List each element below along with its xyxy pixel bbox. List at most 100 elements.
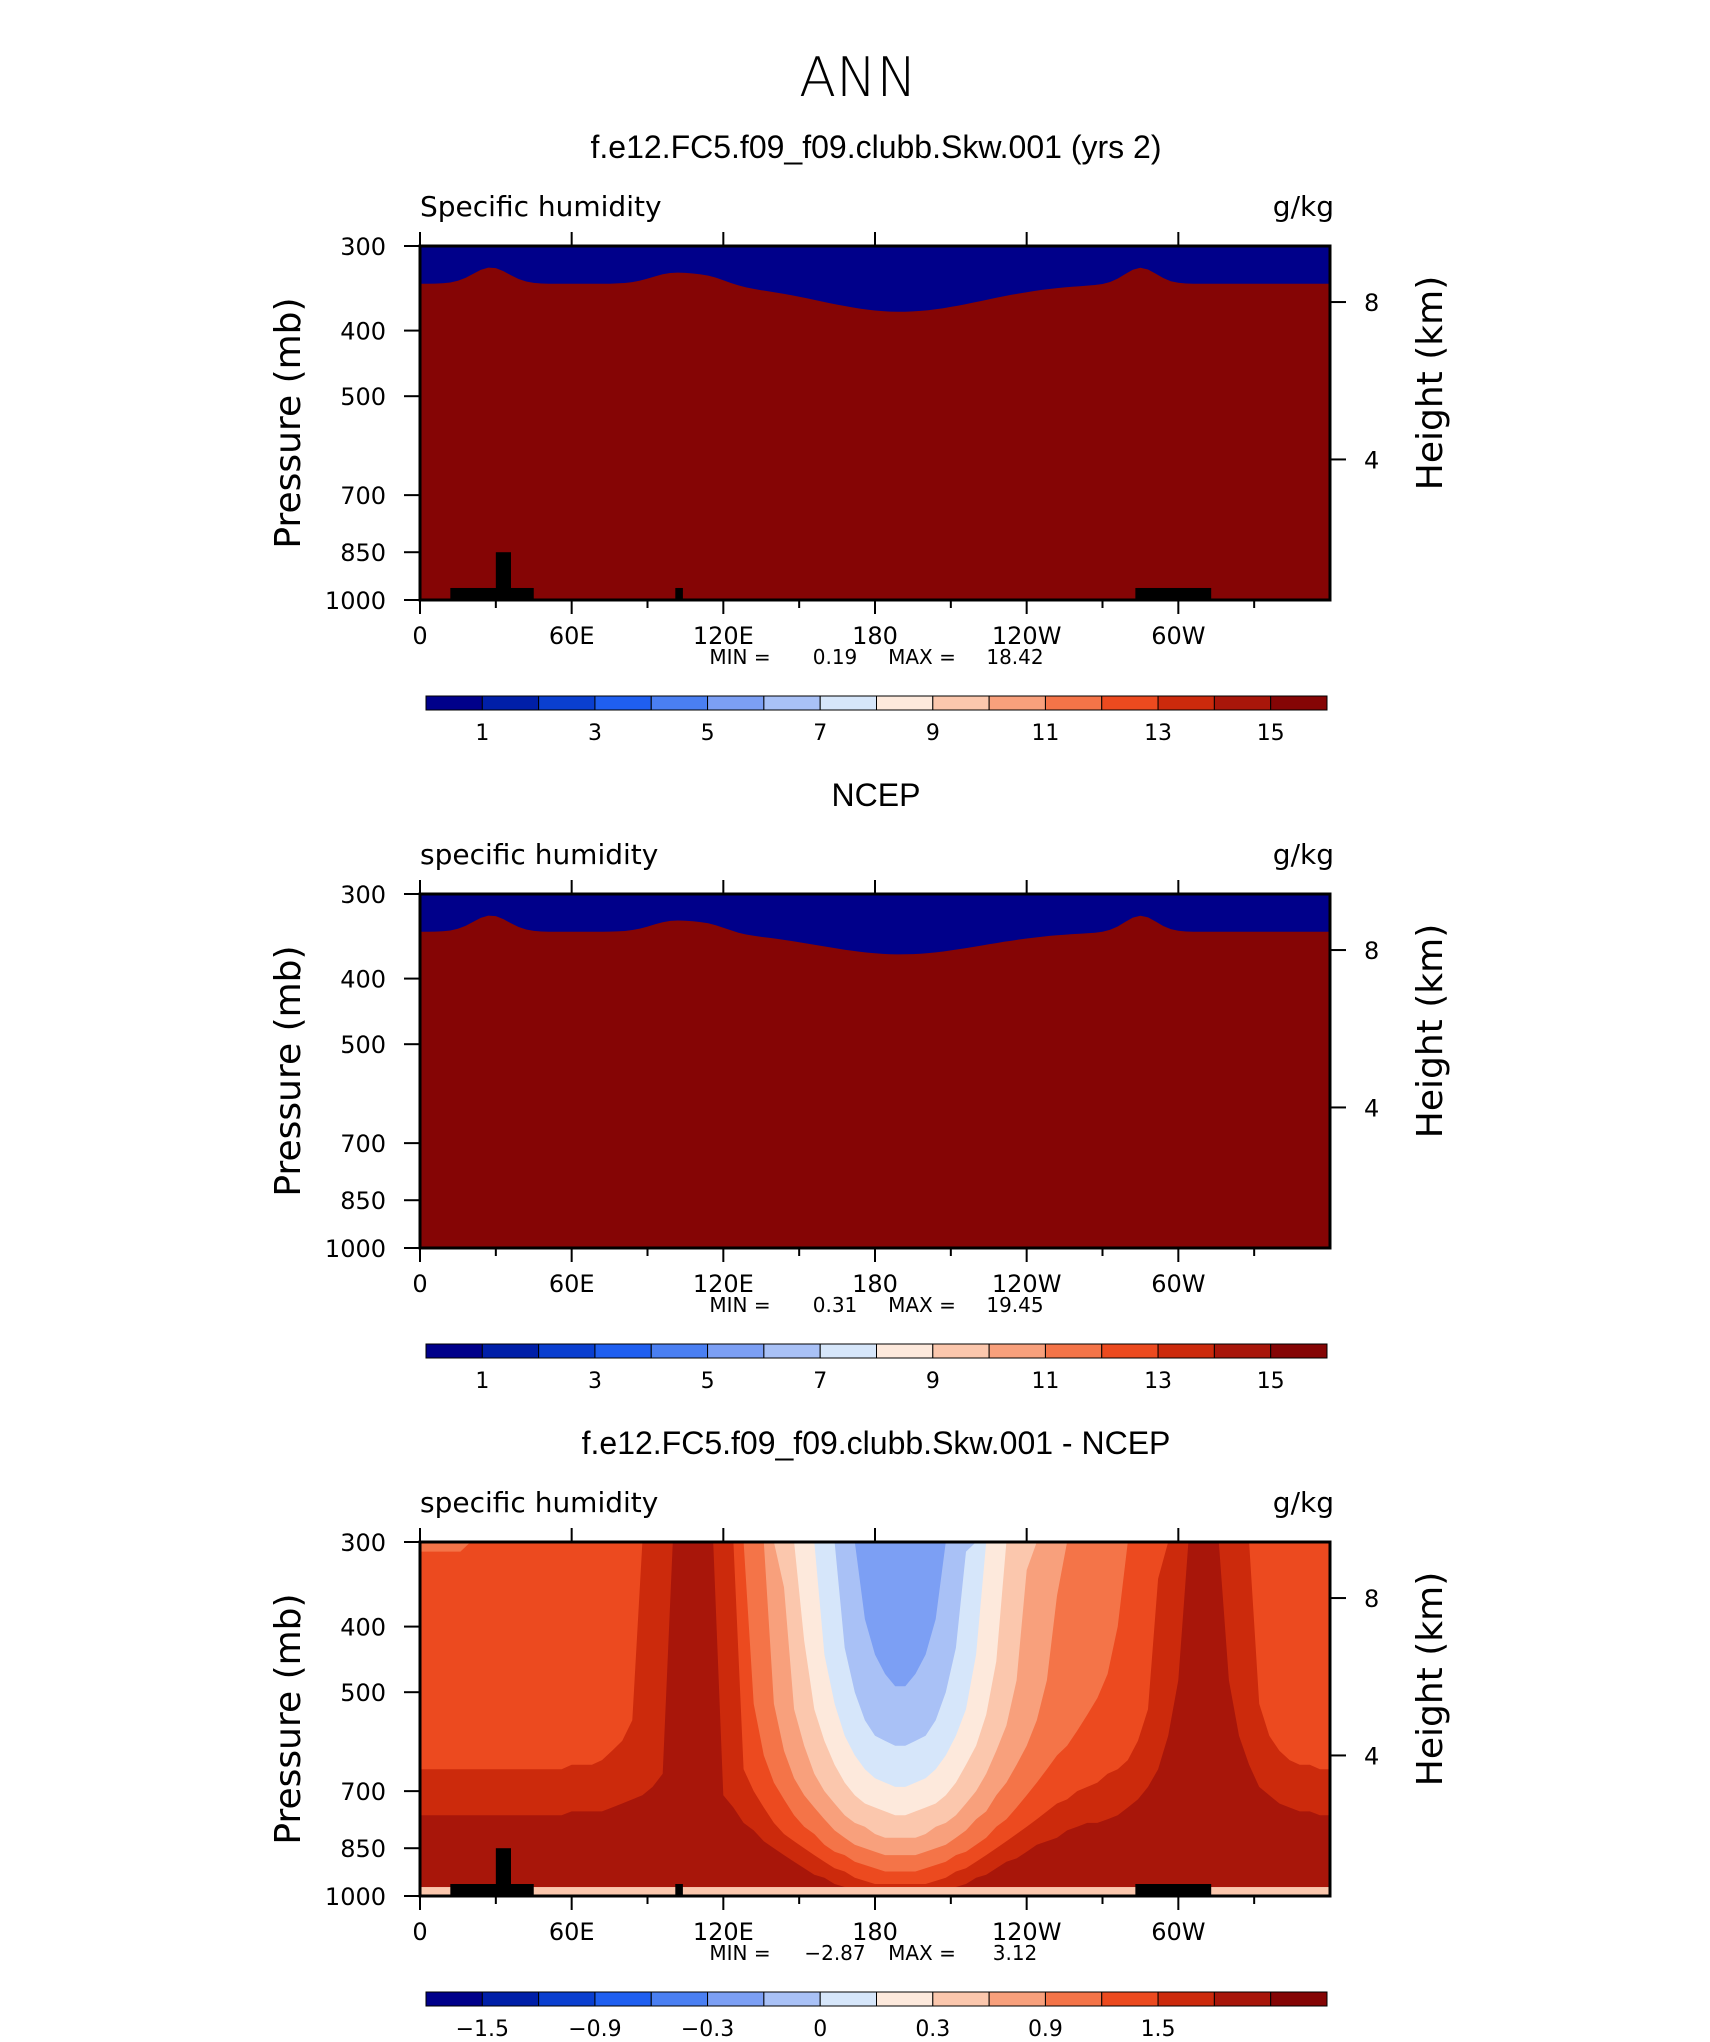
- units-label: g/kg: [1273, 838, 1334, 871]
- colorbar-swatch: [1044, 1991, 1103, 2007]
- panel-title: NCEP: [832, 777, 921, 813]
- colorbar-tick-label: 0: [813, 2017, 827, 2038]
- colorbar-tick-label: 5: [701, 721, 715, 746]
- max-label: MAX =: [888, 645, 956, 669]
- colorbar-swatch: [481, 1343, 540, 1359]
- field-label: Specific humidity: [420, 190, 662, 223]
- panel-title: f.e12.FC5.f09_f09.clubb.Skw.001 - NCEP: [582, 1425, 1171, 1461]
- colorbar-tick-label: 3: [588, 721, 602, 746]
- colorbar-swatch: [481, 1991, 540, 2007]
- min-label: MIN =: [709, 645, 770, 669]
- y-tick-label: 300: [340, 881, 386, 909]
- colorbar-swatch: [876, 1343, 934, 1359]
- colorbar-tick-label: 15: [1257, 1369, 1285, 1394]
- y-tick-label: 700: [340, 1130, 386, 1158]
- min-value: 0.19: [813, 645, 858, 669]
- x-tick-label: 60W: [1151, 1270, 1205, 1298]
- y-tick-label: 400: [340, 1614, 386, 1642]
- colorbar-tick-label: 1.5: [1141, 2017, 1176, 2038]
- colorbar-tick-label: 13: [1144, 721, 1172, 746]
- colorbar-swatch: [1213, 695, 1272, 711]
- y-axis-right-title: Height (km): [1410, 1572, 1451, 1786]
- colorbar-swatch: [1157, 1343, 1215, 1359]
- colorbar-tick-label: 9: [926, 1369, 940, 1394]
- colorbar-swatch: [650, 695, 709, 711]
- colorbar-swatch: [538, 1991, 596, 2007]
- x-tick-label: 120W: [992, 622, 1062, 650]
- y-right-tick-label: 8: [1364, 937, 1379, 965]
- colorbar-swatch: [425, 695, 483, 711]
- units-label: g/kg: [1273, 190, 1334, 223]
- topography-mask: [1135, 587, 1212, 600]
- colorbar-swatch: [425, 1343, 483, 1359]
- y-tick-label: 300: [340, 1529, 386, 1557]
- contour-band-15: [420, 915, 1330, 1248]
- min-label: MIN =: [709, 1941, 770, 1965]
- y-axis-title: Pressure (mb): [268, 1593, 309, 1844]
- y-right-tick-label: 8: [1364, 1585, 1379, 1613]
- y-tick-label: 1000: [325, 587, 386, 615]
- colorbar-swatch: [1270, 1991, 1328, 2007]
- colorbar-swatch: [650, 1991, 709, 2007]
- y-tick-label: 1000: [325, 1235, 386, 1263]
- colorbar-swatch: [538, 695, 596, 711]
- min-value: −2.87: [804, 1941, 865, 1965]
- topography-mask: [450, 1883, 534, 1896]
- y-tick-label: 500: [340, 1679, 386, 1707]
- colorbar-swatch: [425, 1991, 483, 2007]
- panel-2: f.e12.FC5.f09_f09.clubb.Skw.001 - NCEP sp…: [268, 1425, 1451, 2042]
- y-axis-title: Pressure (mb): [268, 945, 309, 1196]
- y-tick-label: 850: [340, 1187, 386, 1215]
- colorbar-tick-label: 15: [1257, 721, 1285, 746]
- y-tick-label: 700: [340, 1778, 386, 1806]
- y-tick-label: 300: [340, 233, 386, 261]
- max-value: 18.42: [986, 645, 1043, 669]
- colorbar-swatch: [594, 1991, 652, 2007]
- y-tick-label: 500: [340, 1031, 386, 1059]
- y-axis-title: Pressure (mb): [268, 297, 309, 548]
- figure-title: ANN: [799, 46, 917, 109]
- x-tick-label: 60E: [549, 622, 595, 650]
- colorbar-tick-label: 11: [1031, 1369, 1059, 1394]
- units-label: g/kg: [1273, 1486, 1334, 1519]
- colorbar-swatch: [707, 1991, 765, 2007]
- colorbar-swatch: [932, 1991, 990, 2007]
- topography-mask: [1135, 1883, 1212, 1896]
- colorbar-tick-label: 0.9: [1028, 2017, 1063, 2038]
- contour-band-9: [420, 1542, 1330, 1896]
- x-tick-label: 0: [412, 1270, 427, 1298]
- contour-field: [420, 894, 1330, 1248]
- surface-band: [420, 1887, 1330, 1896]
- y-tick-label: 700: [340, 482, 386, 510]
- topography-mask: [675, 1883, 683, 1896]
- colorbar-tick-label: 1: [475, 721, 489, 746]
- colorbar-tick-label: 3: [588, 1369, 602, 1394]
- colorbar-swatch: [988, 1343, 1046, 1359]
- y-tick-label: 400: [340, 318, 386, 346]
- panel-title: f.e12.FC5.f09_f09.clubb.Skw.001 (yrs 2): [591, 129, 1162, 165]
- colorbar-swatch: [594, 695, 652, 711]
- colorbar-tick-label: 1: [475, 1369, 489, 1394]
- contour-band-15: [420, 267, 1330, 600]
- colorbar-swatch: [819, 1343, 877, 1359]
- y-axis-right-title: Height (km): [1410, 276, 1451, 490]
- x-tick-label: 0: [412, 622, 427, 650]
- colorbar-tick-label: −1.5: [456, 2017, 509, 2038]
- x-tick-label: 120E: [693, 1270, 754, 1298]
- colorbar-swatch: [481, 695, 540, 711]
- max-value: 19.45: [986, 1293, 1043, 1317]
- colorbar-swatch: [1101, 1343, 1159, 1359]
- y-tick-label: 850: [340, 539, 386, 567]
- colorbar-swatch: [1213, 1343, 1272, 1359]
- colorbar-tick-label: −0.9: [568, 2017, 621, 2038]
- colorbar-swatch: [988, 695, 1046, 711]
- colorbar-swatch: [988, 1991, 1046, 2007]
- y-axis-right-title: Height (km): [1410, 924, 1451, 1138]
- colorbar-tick-label: −0.3: [681, 2017, 734, 2038]
- colorbar-swatch: [876, 695, 934, 711]
- max-value: 3.12: [993, 1941, 1038, 1965]
- x-tick-label: 0: [412, 1918, 427, 1946]
- x-tick-label: 180: [852, 1270, 898, 1298]
- colorbar-swatch: [650, 1343, 709, 1359]
